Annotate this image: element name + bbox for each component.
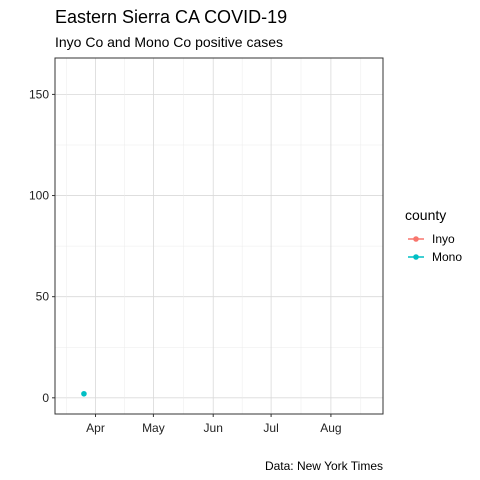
data-point-mono [81, 390, 87, 397]
x-tick-label: Apr [86, 421, 105, 435]
x-tick-label: Jun [204, 421, 223, 435]
chart-subtitle: Inyo Co and Mono Co positive cases [55, 34, 283, 50]
plot-grid [55, 58, 383, 414]
chart-caption: Data: New York Times [265, 459, 383, 473]
x-tick-label: May [142, 421, 165, 435]
x-axis: Apr May Jun Jul Aug [86, 414, 342, 435]
y-tick-label: 0 [42, 391, 49, 405]
legend-label: Mono [432, 250, 462, 264]
x-tick-label: Jul [263, 421, 278, 435]
y-tick-label: 100 [29, 189, 49, 203]
data-points [81, 390, 87, 397]
y-tick-label: 50 [36, 290, 50, 304]
x-tick-label: Aug [320, 421, 341, 435]
legend-title: county [405, 207, 446, 223]
legend-key-point [413, 254, 419, 260]
legend-entries: Inyo Mono [408, 232, 462, 264]
legend-item-inyo: Inyo [408, 232, 455, 246]
chart-title: Eastern Sierra CA COVID-19 [55, 7, 287, 27]
legend-item-mono: Mono [408, 250, 462, 264]
y-tick-label: 150 [29, 87, 49, 101]
legend-key-point [413, 236, 419, 242]
legend: county Inyo Mono [405, 207, 462, 264]
legend-label: Inyo [432, 232, 455, 246]
plot-panel-border [54, 57, 384, 415]
y-axis: 0 50 100 150 [29, 87, 55, 405]
